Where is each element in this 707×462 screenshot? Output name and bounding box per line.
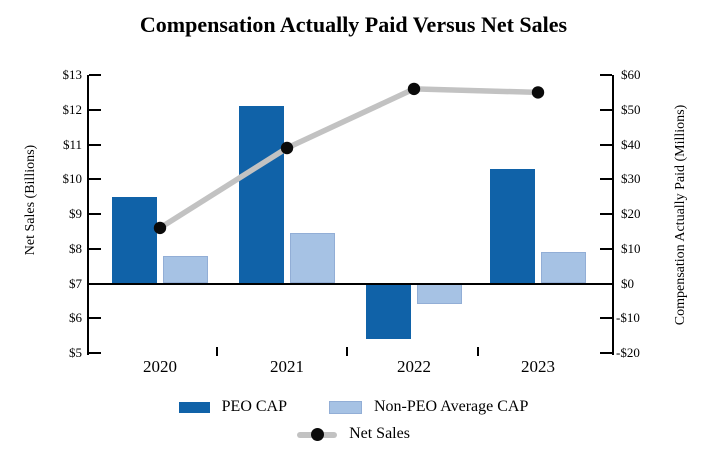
bar-peo-cap-2021 <box>239 106 284 284</box>
right-axis-tick <box>600 352 612 354</box>
legend-row-line: Net Sales <box>0 425 707 443</box>
net-sales-marker-2023 <box>531 86 545 99</box>
zero-axis-line <box>87 282 614 285</box>
left-axis-tick-label: $5 <box>69 345 82 360</box>
x-axis-separator-tick <box>346 347 348 356</box>
right-axis-tick-label: $30 <box>621 171 641 187</box>
net-sales-line <box>157 86 541 231</box>
left-axis-tick-label: $6 <box>69 310 82 326</box>
legend-swatch-peo-cap <box>178 401 210 413</box>
right-axis-tick <box>600 317 612 320</box>
legend-label-net-sales: Net Sales <box>349 425 410 442</box>
right-axis-line <box>612 75 614 355</box>
x-axis-category-label: 2021 <box>270 357 304 376</box>
x-axis-category-label: 2023 <box>521 357 555 376</box>
right-axis-tick-label: $0 <box>621 275 634 291</box>
right-axis-tick <box>600 178 612 181</box>
chart-title: Compensation Actually Paid Versus Net Sa… <box>139 12 568 37</box>
bar-non-peo-average-cap-2020 <box>163 255 208 284</box>
legend-swatch-net-sales <box>297 427 338 441</box>
left-axis-tick-label: $12 <box>62 101 83 117</box>
right-axis-tick-label: -$20 <box>616 345 640 360</box>
left-axis-title: Net Sales (Billions) <box>23 144 38 256</box>
legend-swatch-non-peo-cap <box>329 400 362 414</box>
left-axis-tick <box>89 247 101 250</box>
bar-peo-cap-2022 <box>366 283 411 340</box>
right-axis-tick-label: $40 <box>621 136 641 152</box>
left-axis-tick-label: $8 <box>69 240 82 256</box>
legend: PEO CAP Non-PEO Average CAP Net Sales <box>0 398 707 452</box>
right-axis-tick-label: $10 <box>621 240 641 256</box>
right-axis-tick-label: $60 <box>621 67 641 82</box>
x-axis-category-label: 2022 <box>397 357 431 376</box>
legend-marker-dot-icon <box>311 427 325 441</box>
left-axis-tick <box>89 143 101 146</box>
x-axis-category-label: 2020 <box>143 357 177 376</box>
left-axis-tick-label: $13 <box>62 67 83 82</box>
right-axis-tick <box>600 74 612 76</box>
left-axis-tick <box>89 282 101 285</box>
legend-label-non-peo-cap: Non-PEO Average CAP <box>374 398 529 415</box>
left-axis-tick-label: $7 <box>69 275 82 291</box>
right-axis-tick-label: $20 <box>621 206 641 221</box>
right-axis-tick <box>600 213 612 215</box>
left-axis-tick-label: $10 <box>62 171 83 187</box>
right-axis-tick-label: -$10 <box>616 310 640 326</box>
right-axis-tick <box>600 108 612 111</box>
right-axis-tick-label: $50 <box>621 101 641 117</box>
legend-row-bars: PEO CAP Non-PEO Average CAP <box>0 398 707 416</box>
bar-peo-cap-2023 <box>490 168 535 284</box>
bar-peo-cap-2020 <box>112 196 157 284</box>
right-axis-tick <box>600 143 612 146</box>
left-axis-tick <box>89 178 101 181</box>
left-axis-tick <box>89 213 101 215</box>
bar-non-peo-average-cap-2023 <box>541 252 586 284</box>
bar-non-peo-average-cap-2021 <box>290 233 335 284</box>
left-axis-line <box>87 75 89 355</box>
legend-label-peo-cap: PEO CAP <box>221 398 287 415</box>
left-axis-tick-label: $11 <box>62 136 82 152</box>
left-axis-tick <box>89 74 101 76</box>
right-axis-tick <box>600 247 612 250</box>
bar-non-peo-average-cap-2022 <box>417 283 462 305</box>
net-sales-marker-2022 <box>407 82 421 96</box>
right-axis-tick <box>600 282 612 285</box>
left-axis-tick <box>89 317 101 320</box>
left-axis-tick <box>89 108 101 111</box>
left-axis-tick <box>89 352 101 354</box>
left-axis-tick-label: $9 <box>69 206 82 221</box>
x-axis-separator-tick <box>477 347 479 356</box>
x-axis-separator-tick <box>216 347 218 356</box>
